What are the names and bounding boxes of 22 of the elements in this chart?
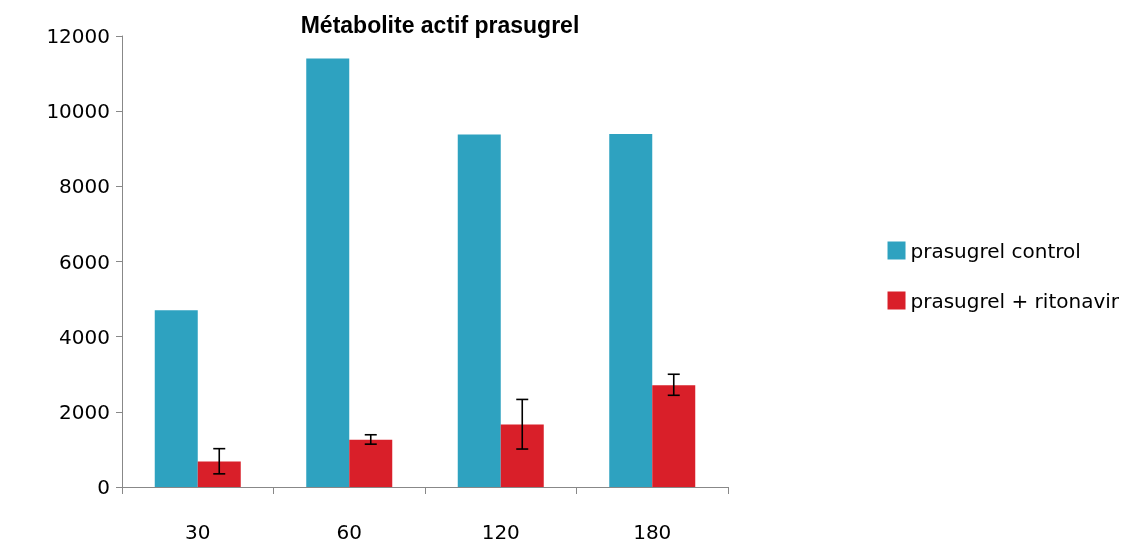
y-tick-label: 2000 [59, 399, 110, 424]
chart-title: Métabolite actif prasugrel [300, 11, 580, 38]
y-tick-label: 4000 [59, 324, 110, 349]
bar [154, 310, 198, 487]
bar [652, 385, 696, 487]
y-tick-label: 0 [97, 475, 110, 499]
bar [457, 134, 501, 487]
y-tick-label: 6000 [59, 249, 110, 274]
legend-label: prasugrel control [910, 238, 1081, 263]
bar [609, 134, 653, 487]
y-tick-label: 12000 [46, 24, 110, 48]
bar [500, 424, 544, 487]
legend-label: prasugrel + ritonavir [910, 288, 1120, 313]
bar [306, 58, 350, 487]
x-tick-label: 60 [336, 520, 362, 544]
x-tick-label: 120 [481, 520, 520, 544]
x-tick-label: 30 [185, 520, 211, 544]
x-tick-label: 180 [633, 520, 672, 544]
y-tick-label: 8000 [59, 174, 110, 199]
y-tick-label: 10000 [46, 99, 110, 124]
bar [197, 461, 241, 487]
bar [349, 439, 393, 487]
